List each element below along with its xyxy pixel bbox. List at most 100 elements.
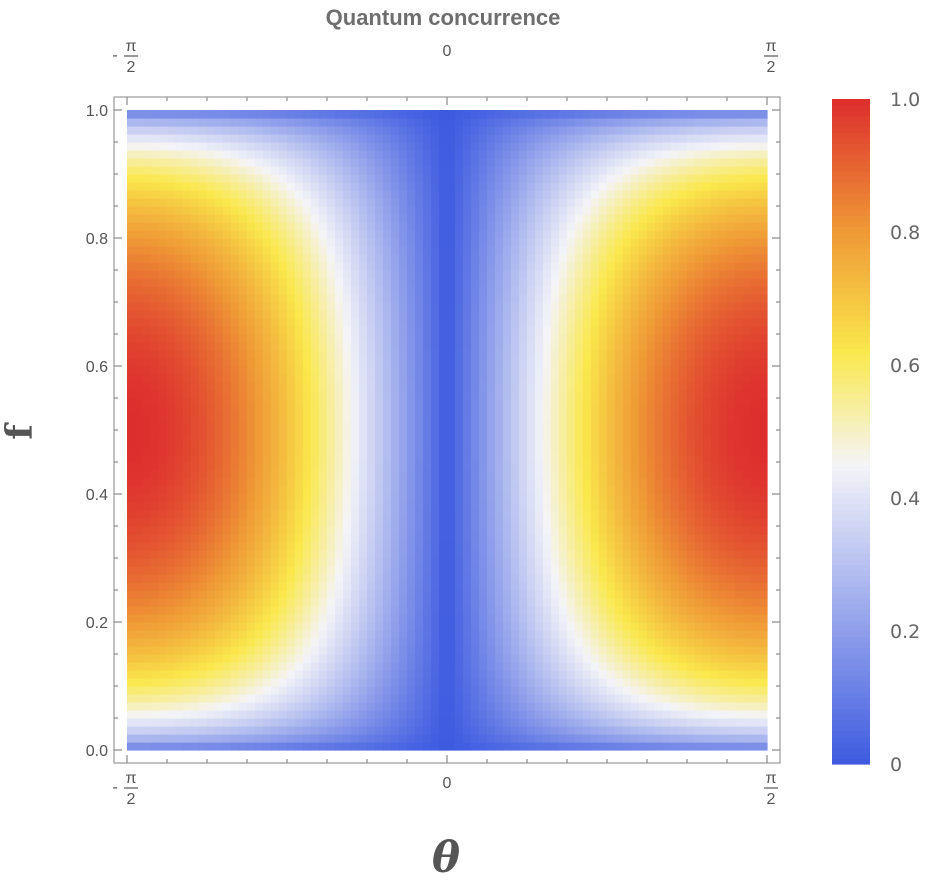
heatmap-cell [199,198,208,207]
heatmap-cell [567,222,576,231]
heatmap-cell [207,550,216,559]
heatmap-cell [255,478,264,487]
heatmap-cell [471,214,480,223]
heatmap-cell [495,206,504,215]
heatmap-cell [303,526,312,535]
heatmap-cell [463,614,472,623]
heatmap-cell [359,590,368,599]
heatmap-cell [423,526,432,535]
heatmap-cell [279,374,288,383]
heatmap-cell [583,582,592,591]
heatmap-cell [543,630,552,639]
heatmap-cell [335,662,344,671]
heatmap-cell [287,398,296,407]
heatmap-cell [471,598,480,607]
heatmap-cell [607,686,616,695]
heatmap-cell [343,710,352,719]
heatmap-cell [223,622,232,631]
heatmap-cell [479,390,488,399]
heatmap-cell [151,302,160,311]
heatmap-cell [199,406,208,415]
heatmap-cell [151,518,160,527]
heatmap-cell [375,158,384,167]
heatmap-cell [239,638,248,647]
heatmap-cell [279,678,288,687]
heatmap-cell [439,150,448,159]
heatmap-cell [223,334,232,343]
heatmap-cell [239,150,248,159]
heatmap-cell [431,718,440,727]
heatmap-cell [127,238,136,247]
heatmap-cell [295,406,304,415]
heatmap-cell [423,566,432,575]
heatmap-cell [551,502,560,511]
heatmap-cell [223,190,232,199]
heatmap-cell [407,254,416,263]
heatmap-cell [191,118,200,127]
heatmap-cell [543,734,552,743]
heatmap-cell [143,174,152,183]
heatmap-cell [351,686,360,695]
heatmap-cell [423,550,432,559]
heatmap-cell [127,134,136,143]
heatmap-cell [327,622,336,631]
heatmap-cell [583,390,592,399]
heatmap-cell [135,630,144,639]
heatmap-cell [367,342,376,351]
heatmap-cell [543,614,552,623]
heatmap-cell [623,462,632,471]
heatmap-cell [303,430,312,439]
heatmap-cell [599,726,608,735]
heatmap-cell [543,302,552,311]
heatmap-cell [407,566,416,575]
heatmap-cell [391,438,400,447]
heatmap-cell [183,110,192,119]
heatmap-cell [431,502,440,511]
heatmap-cell [487,294,496,303]
heatmap-cell [287,606,296,615]
heatmap-cell [559,262,568,271]
heatmap-cell [367,398,376,407]
heatmap-cell [407,174,416,183]
heatmap-cell [183,214,192,223]
heatmap-cell [527,246,536,255]
heatmap-cell [167,534,176,543]
heatmap-cell [351,638,360,647]
heatmap-cell [391,350,400,359]
heatmap-cell [255,254,264,263]
heatmap-cell [295,398,304,407]
heatmap-cell [327,222,336,231]
heatmap-cell [447,478,456,487]
heatmap-cell [255,326,264,335]
heatmap-cell [567,454,576,463]
heatmap-cell [151,590,160,599]
heatmap-cell [615,206,624,215]
heatmap-cell [495,230,504,239]
heatmap-cell [447,742,456,751]
heatmap-cell [367,326,376,335]
heatmap-cell [375,494,384,503]
heatmap-cell [407,246,416,255]
heatmap-cell [391,670,400,679]
heatmap-cell [359,454,368,463]
heatmap-cell [431,470,440,479]
heatmap-cell [247,334,256,343]
heatmap-cell [191,190,200,199]
heatmap-cell [607,526,616,535]
heatmap-cell [335,382,344,391]
heatmap-cell [343,286,352,295]
heatmap-cell [375,686,384,695]
heatmap-cell [487,134,496,143]
heatmap-cell [263,470,272,479]
heatmap-cell [255,230,264,239]
heatmap-cell [447,718,456,727]
heatmap-cell [471,150,480,159]
heatmap-cell [431,238,440,247]
heatmap-cell [447,230,456,239]
heatmap-cell [175,166,184,175]
heatmap-cell [295,126,304,135]
heatmap-cell [223,238,232,247]
heatmap-cell [383,462,392,471]
heatmap-cell [175,534,184,543]
heatmap-cell [287,678,296,687]
